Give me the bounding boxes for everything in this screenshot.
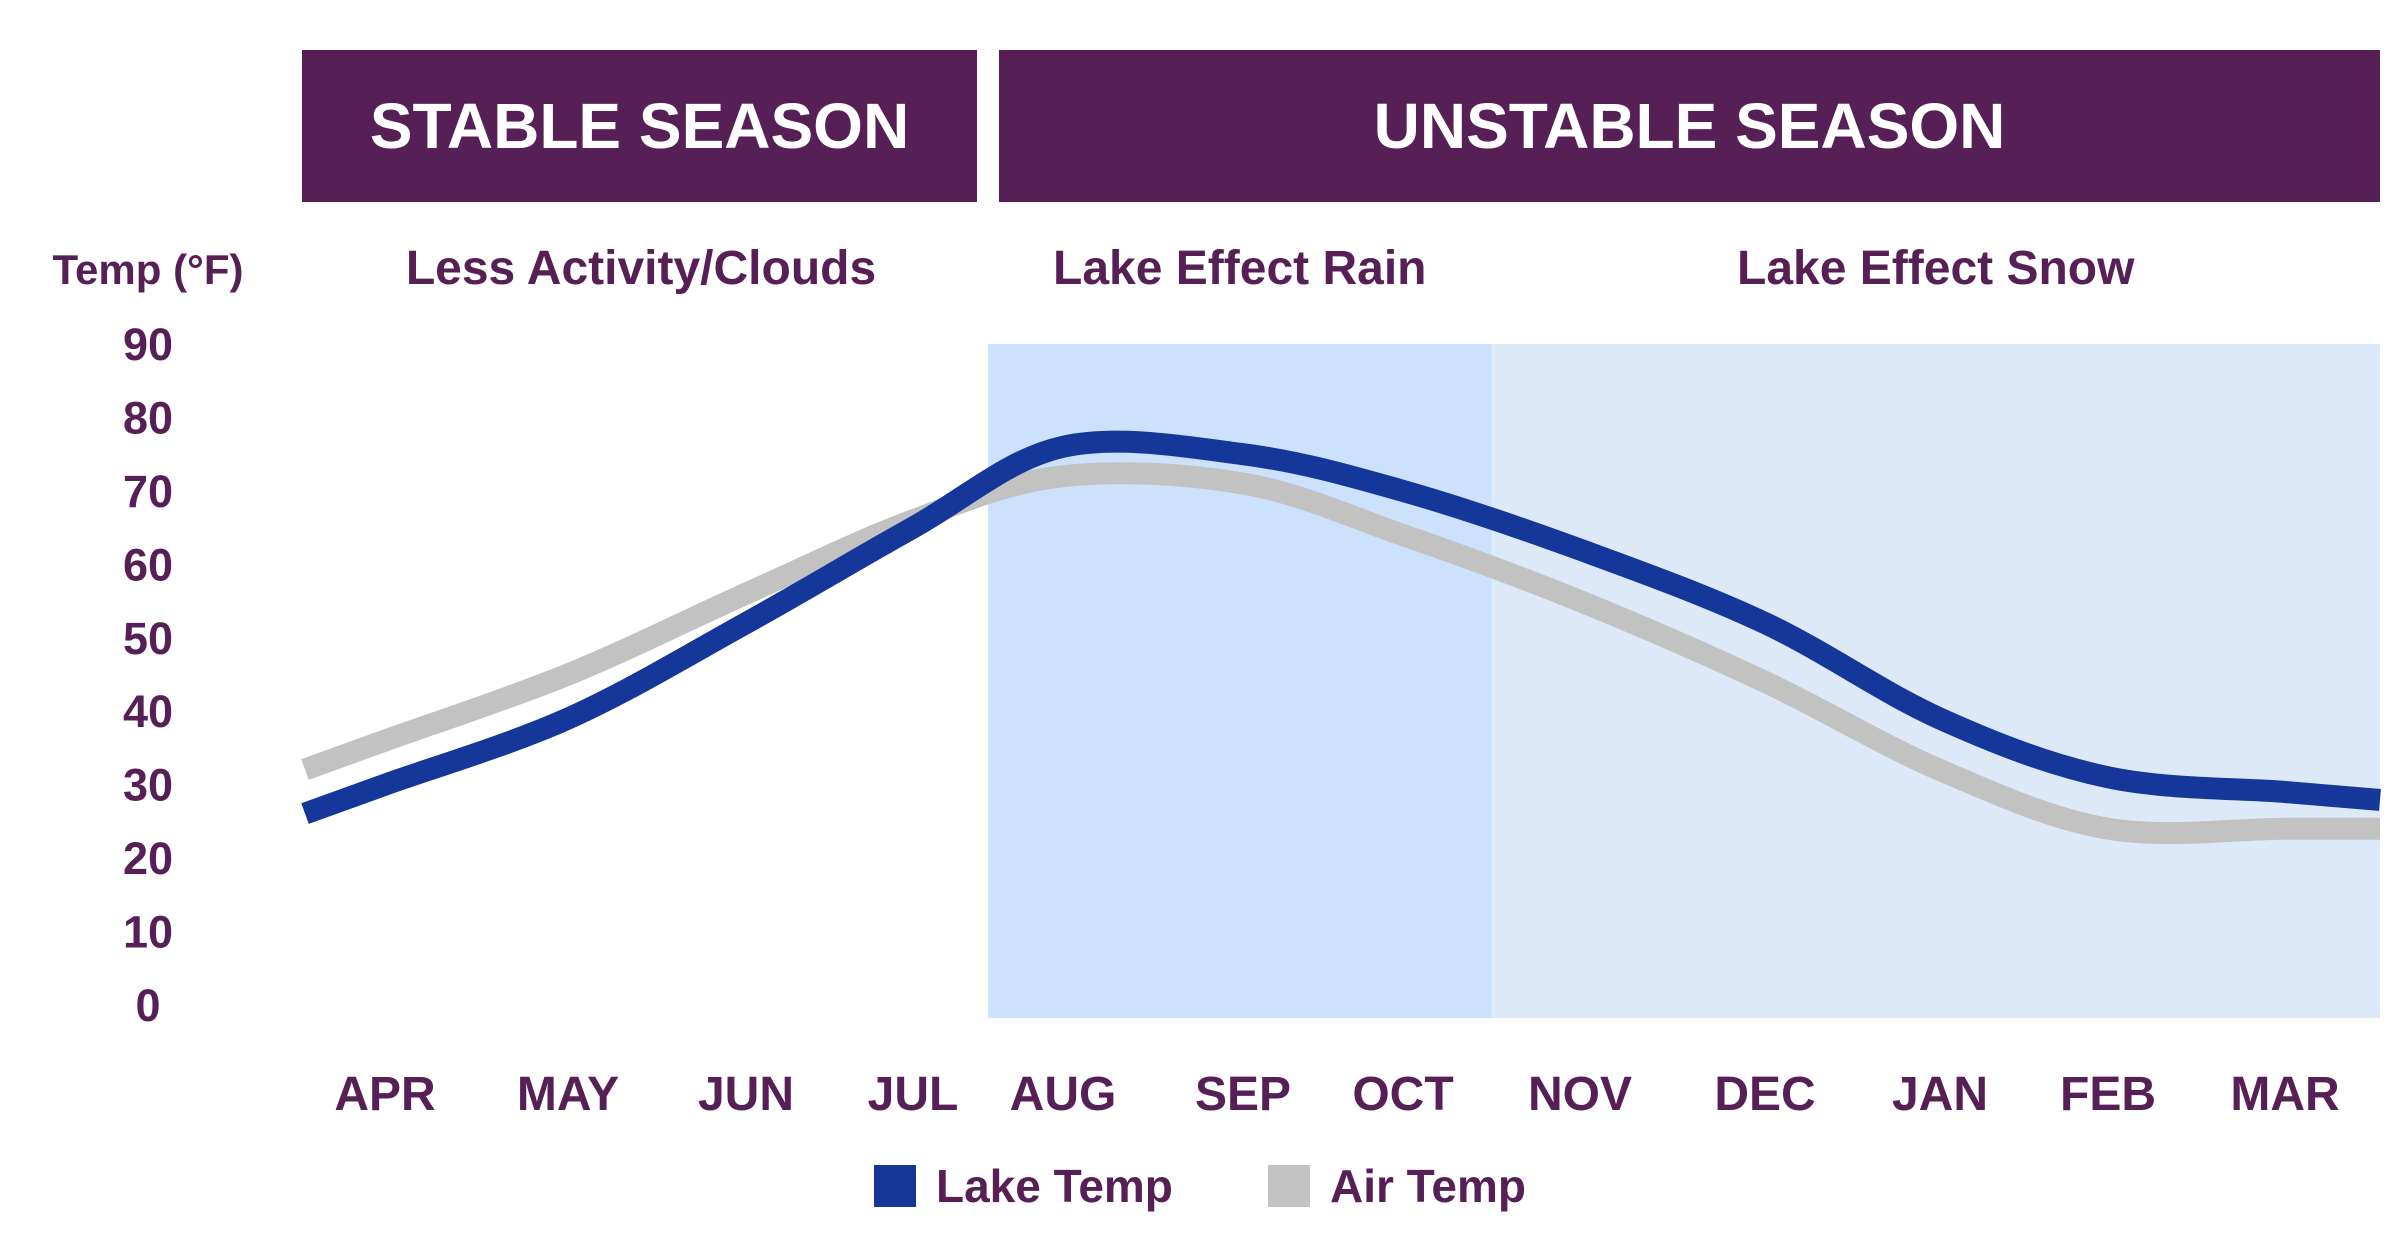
series-line-air-temp (301, 462, 2380, 845)
y-tick-60: 60 (123, 539, 173, 590)
y-tick-70: 70 (123, 466, 173, 517)
x-tick-jul: JUL (868, 1068, 959, 1121)
x-tick-aug: AUG (1010, 1068, 1117, 1121)
y-tick-40: 40 (123, 686, 173, 737)
x-axis-ticks: APR MAY JUN JUL AUG SEP OCT NOV DEC JAN FEB MAR (334, 1068, 2339, 1121)
season-banners: STABLE SEASON UNSTABLE SEASON (302, 50, 2380, 202)
x-tick-feb: FEB (2060, 1068, 2156, 1121)
y-tick-30: 30 (123, 760, 173, 811)
phase-label-lake-effect-rain: Lake Effect Rain (1053, 242, 1426, 295)
y-tick-0: 0 (135, 980, 160, 1031)
x-tick-may: MAY (517, 1068, 619, 1121)
x-tick-jan: JAN (1892, 1068, 1988, 1121)
y-tick-20: 20 (123, 833, 173, 884)
x-tick-dec: DEC (1714, 1068, 1815, 1121)
phase-label-less-activity-clouds: Less Activity/Clouds (406, 242, 876, 295)
band-lake-effect-snow (1491, 344, 2380, 1018)
banner-stable-season (302, 50, 977, 202)
x-tick-sep: SEP (1195, 1068, 1291, 1121)
y-axis-ticks: 0 10 20 30 40 50 60 70 80 90 (123, 319, 173, 1031)
x-tick-oct: OCT (1352, 1068, 1453, 1121)
phase-labels: Less Activity/Clouds Lake Effect Rain Lake… (406, 242, 2135, 295)
banner-label-stable-season: STABLE SEASON (370, 90, 909, 162)
legend-swatch-air-temp (1268, 1165, 1310, 1207)
y-tick-10: 10 (123, 907, 173, 958)
legend: Lake Temp Air Temp (874, 1160, 1526, 1212)
y-tick-50: 50 (123, 613, 173, 664)
legend-label-lake-temp: Lake Temp (936, 1160, 1173, 1212)
y-tick-80: 80 (123, 392, 173, 443)
y-axis-title: Temp (°F) (53, 246, 244, 293)
x-tick-jun: JUN (698, 1068, 794, 1121)
legend-swatch-lake-temp (874, 1165, 916, 1207)
y-tick-90: 90 (123, 319, 173, 370)
series-lines (301, 430, 2381, 845)
banner-label-unstable-season: UNSTABLE SEASON (1374, 90, 2006, 162)
x-tick-mar: MAR (2230, 1068, 2339, 1121)
banner-unstable-season (999, 50, 2380, 202)
x-tick-nov: NOV (1528, 1068, 1632, 1121)
legend-label-air-temp: Air Temp (1330, 1160, 1526, 1212)
phase-label-lake-effect-snow: Lake Effect Snow (1737, 242, 2135, 295)
x-tick-apr: APR (334, 1068, 435, 1121)
series-line-lake-temp (301, 430, 2381, 824)
